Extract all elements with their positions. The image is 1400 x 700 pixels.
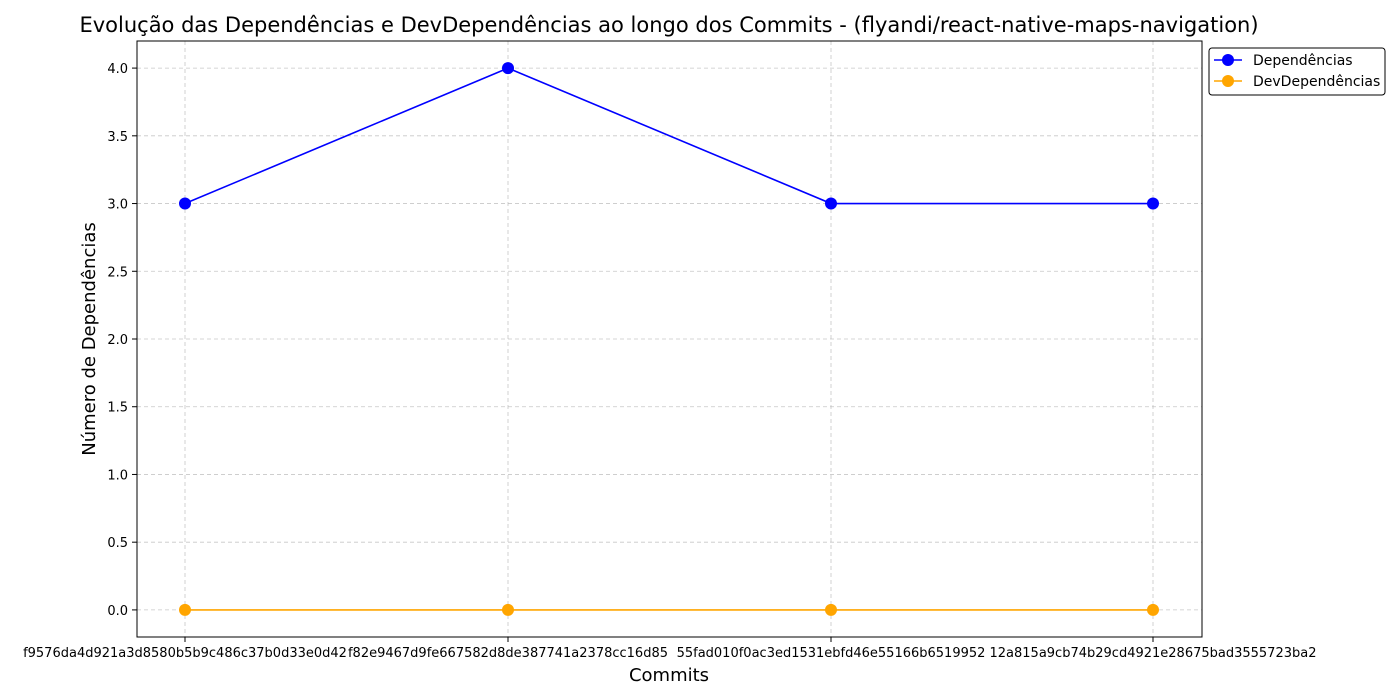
y-tick-label: 2.0 bbox=[107, 333, 128, 348]
y-tick-label: 2.5 bbox=[107, 265, 128, 280]
y-axis-ticks: 0.0 0.5 1.0 1.5 2.0 2.5 3.0 3.5 4.0 bbox=[107, 62, 137, 619]
legend-box bbox=[1208, 47, 1386, 96]
y-tick-label: 3.0 bbox=[107, 198, 128, 213]
legend-label-dependencias: Dependências bbox=[1253, 53, 1353, 69]
data-point-dependencias bbox=[179, 197, 191, 210]
data-point-devdependencias bbox=[825, 603, 837, 616]
x-tick-label: f9576da4d921a3d8580b5b9c486c37b0d33e0d42 bbox=[23, 646, 347, 661]
data-point-devdependencias bbox=[179, 603, 191, 616]
x-tick-label: f82e9467d9fe667582d8de387741a2378cc16d85 bbox=[348, 646, 668, 661]
x-axis-label: Commits bbox=[629, 665, 709, 686]
x-tick-label: 12a815a9cb74b29cd4921e28675bad3555723ba2 bbox=[990, 646, 1317, 661]
data-point-devdependencias bbox=[1147, 603, 1159, 616]
data-point-dependencias bbox=[502, 62, 514, 75]
legend: Dependências DevDependências bbox=[1208, 47, 1386, 96]
x-axis-ticks: f9576da4d921a3d8580b5b9c486c37b0d33e0d42… bbox=[23, 637, 1317, 661]
legend-label-devdependencias: DevDependências bbox=[1253, 74, 1380, 90]
legend-marker-devdependencias bbox=[1222, 75, 1234, 87]
y-axis-label: Número de Dependências bbox=[79, 222, 100, 456]
legend-marker-dependencias bbox=[1222, 54, 1234, 66]
data-point-dependencias bbox=[825, 197, 837, 210]
grid bbox=[137, 41, 1202, 637]
series bbox=[179, 62, 1159, 616]
y-tick-label: 0.5 bbox=[107, 536, 128, 551]
y-tick-label: 3.5 bbox=[107, 130, 128, 145]
y-tick-label: 1.0 bbox=[107, 468, 128, 483]
x-tick-label: 55fad010f0ac3ed1531ebfd46e55166b6519952 bbox=[677, 646, 986, 661]
series-line-dependencias bbox=[184, 67, 1153, 205]
y-tick-label: 0.0 bbox=[107, 604, 128, 619]
data-point-dependencias bbox=[1147, 197, 1159, 210]
data-point-devdependencias bbox=[502, 603, 514, 616]
chart-title: Evolução das Dependências e DevDependênc… bbox=[79, 13, 1258, 37]
y-tick-label: 4.0 bbox=[107, 62, 128, 77]
y-tick-label: 1.5 bbox=[107, 401, 128, 416]
